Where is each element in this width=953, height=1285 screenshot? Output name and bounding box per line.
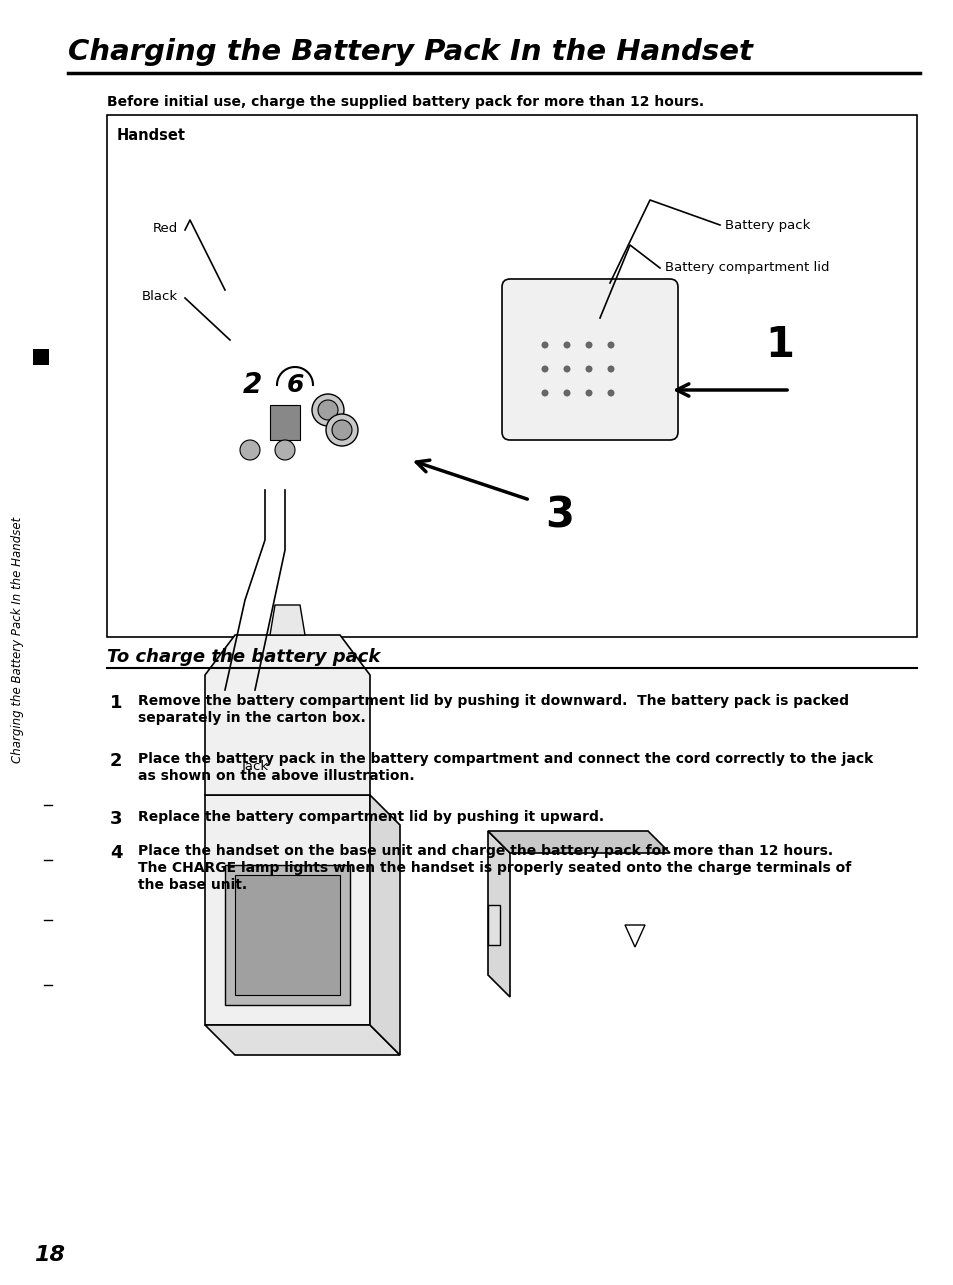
Text: Black: Black (142, 289, 178, 302)
Circle shape (585, 365, 592, 373)
Polygon shape (488, 831, 669, 853)
Text: The CHARGE lamp lights when the handset is properly seated onto the charge termi: The CHARGE lamp lights when the handset … (138, 861, 850, 875)
Bar (107, 114, 916, 637)
Text: as shown on the above illustration.: as shown on the above illustration. (138, 768, 415, 783)
Text: To charge the battery pack: To charge the battery pack (107, 648, 380, 666)
FancyBboxPatch shape (237, 687, 272, 712)
Polygon shape (270, 605, 305, 635)
Text: Handset: Handset (117, 127, 186, 143)
Circle shape (563, 389, 570, 397)
Circle shape (585, 389, 592, 397)
Polygon shape (205, 795, 370, 1025)
Circle shape (607, 365, 614, 373)
Polygon shape (205, 1025, 399, 1055)
Circle shape (585, 342, 592, 348)
Text: 2: 2 (110, 752, 122, 770)
Polygon shape (205, 635, 370, 795)
Text: Replace the battery compartment lid by pushing it upward.: Replace the battery compartment lid by p… (138, 810, 603, 824)
Circle shape (317, 400, 337, 420)
Text: separately in the carton box.: separately in the carton box. (138, 711, 365, 725)
Text: Charging the Battery Pack In the Handset: Charging the Battery Pack In the Handset (68, 39, 752, 66)
Text: the base unit.: the base unit. (138, 878, 247, 892)
Circle shape (332, 420, 352, 439)
Bar (33, 350, 49, 365)
Text: Battery compartment lid: Battery compartment lid (664, 262, 828, 275)
FancyBboxPatch shape (501, 279, 678, 439)
Circle shape (563, 365, 570, 373)
Text: 3: 3 (110, 810, 122, 828)
Circle shape (607, 342, 614, 348)
Text: Charging the Battery Pack In the Handset: Charging the Battery Pack In the Handset (11, 517, 25, 763)
Text: Jack: Jack (241, 759, 269, 774)
Text: 2: 2 (242, 371, 261, 400)
Polygon shape (234, 875, 339, 995)
Text: Place the handset on the base unit and charge the battery pack for more than 12 : Place the handset on the base unit and c… (138, 844, 832, 858)
Text: Place the battery pack in the battery compartment and connect the cord correctly: Place the battery pack in the battery co… (138, 752, 872, 766)
Polygon shape (370, 795, 399, 1055)
Polygon shape (488, 905, 499, 944)
Circle shape (312, 394, 344, 427)
Circle shape (326, 414, 357, 446)
Polygon shape (225, 865, 350, 1005)
Text: 1: 1 (110, 694, 122, 712)
Circle shape (541, 389, 548, 397)
Circle shape (240, 439, 260, 460)
Text: 4: 4 (110, 844, 122, 862)
Polygon shape (488, 831, 510, 997)
Text: Red: Red (152, 221, 178, 234)
Bar (270, 405, 299, 439)
Text: Battery pack: Battery pack (724, 218, 809, 231)
Text: 6: 6 (286, 373, 303, 397)
Text: 3: 3 (545, 493, 574, 536)
Circle shape (541, 342, 548, 348)
Circle shape (563, 342, 570, 348)
Text: 18: 18 (34, 1245, 66, 1264)
Text: 1: 1 (764, 324, 794, 366)
Circle shape (607, 389, 614, 397)
Text: Before initial use, charge the supplied battery pack for more than 12 hours.: Before initial use, charge the supplied … (107, 95, 703, 109)
Text: Remove the battery compartment lid by pushing it downward.  The battery pack is : Remove the battery compartment lid by pu… (138, 694, 848, 708)
Circle shape (274, 439, 294, 460)
Circle shape (541, 365, 548, 373)
